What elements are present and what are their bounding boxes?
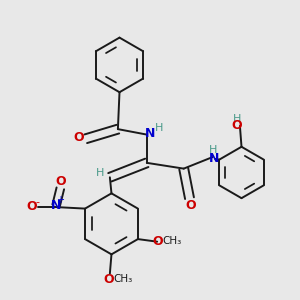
Text: H: H <box>232 115 241 124</box>
Text: -: - <box>36 197 40 207</box>
Text: H: H <box>208 145 217 155</box>
Text: N: N <box>208 152 219 166</box>
Text: N: N <box>51 199 61 212</box>
Text: O: O <box>56 176 66 188</box>
Text: O: O <box>74 131 84 144</box>
Text: O: O <box>103 273 114 286</box>
Text: O: O <box>185 199 196 212</box>
Text: N: N <box>145 127 155 140</box>
Text: O: O <box>231 119 242 132</box>
Text: +: + <box>56 195 64 205</box>
Text: O: O <box>26 200 37 214</box>
Text: H: H <box>155 122 163 133</box>
Text: CH₃: CH₃ <box>162 236 181 246</box>
Text: CH₃: CH₃ <box>113 274 132 284</box>
Text: O: O <box>153 235 164 248</box>
Text: H: H <box>95 168 104 178</box>
